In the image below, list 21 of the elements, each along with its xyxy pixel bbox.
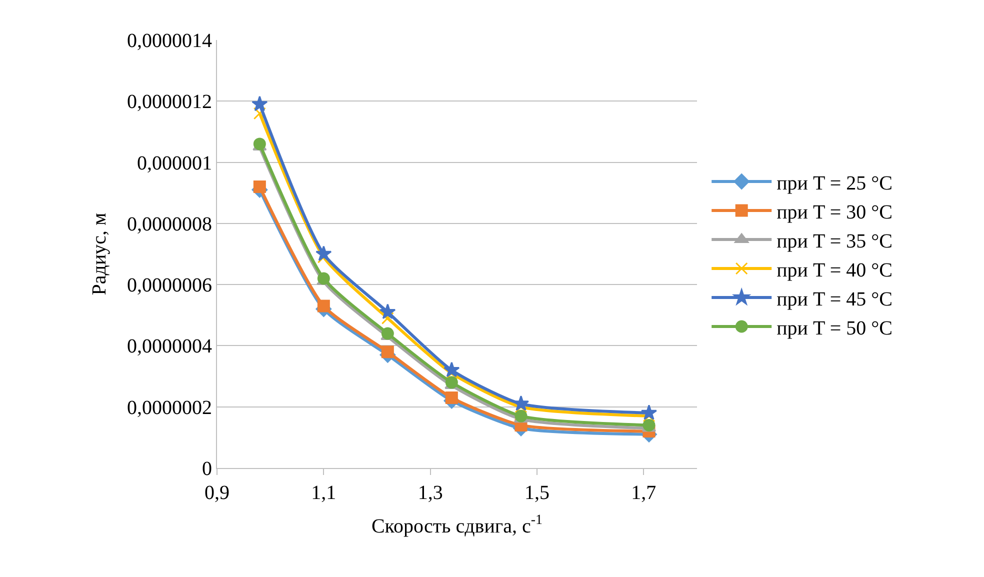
- legend-label: при T = 50 °C: [776, 317, 892, 340]
- x-tick-label: 1,5: [524, 482, 550, 504]
- y-tick-label: 0: [202, 458, 212, 480]
- x-tick-label: 0,9: [204, 482, 230, 504]
- legend-label: при T = 30 °C: [776, 201, 892, 224]
- y-tick-label: 0,000001: [137, 152, 212, 174]
- legend-label: при T = 45 °C: [776, 288, 892, 310]
- x-tick-label: 1,7: [631, 482, 656, 504]
- y-axis-title: Радиус, м: [88, 212, 110, 296]
- y-tick-label: 0,0000014: [127, 30, 212, 52]
- y-tick-label: 0,0000004: [127, 336, 212, 358]
- legend-label: при T = 40 °C: [776, 259, 892, 282]
- x-tick-label: 1,1: [311, 482, 336, 504]
- x-tick-label: 1,3: [418, 482, 443, 504]
- y-tick-label: 0,0000008: [127, 213, 212, 236]
- x-axis-title: Скорость сдвига, с$^{-1}$: [371, 513, 543, 538]
- legend-label: при T = 25 °C: [776, 172, 892, 194]
- y-tick-label: 0,0000006: [127, 274, 212, 297]
- y-tick-label: 0,0000002: [127, 396, 212, 419]
- y-tick-label: 0,0000012: [127, 91, 212, 114]
- legend-label: при T = 35 °C: [776, 230, 892, 252]
